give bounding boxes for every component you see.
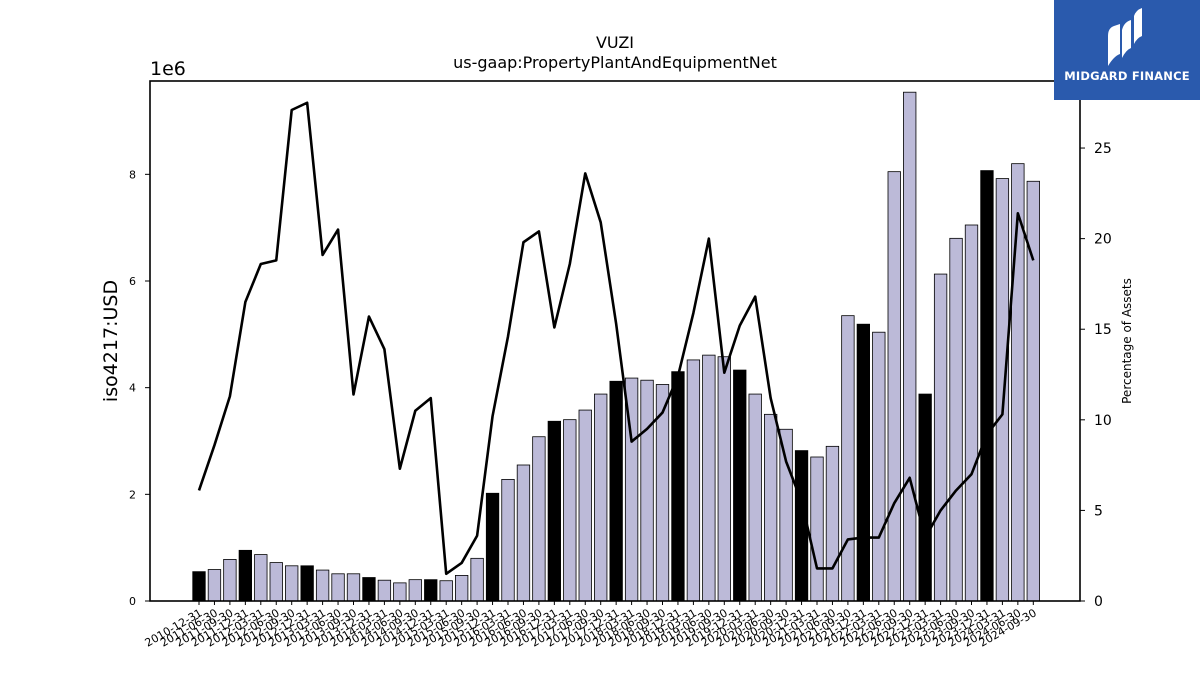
bar-2016-03-31	[501, 478, 515, 602]
y-tick-label: 6	[129, 275, 136, 288]
bar-2012-03-31	[254, 554, 268, 602]
bar-2023-12-31	[980, 170, 994, 602]
y-tick-label: 0	[129, 595, 136, 608]
bar-2014-09-30	[408, 579, 422, 602]
bar-2012-09-30	[285, 565, 299, 602]
bar-2015-03-31	[439, 580, 453, 602]
bar-2011-09-30	[223, 559, 237, 602]
y-tick-label: 2	[129, 488, 136, 501]
y2-tick-label: 15	[1094, 322, 1112, 338]
bar-2012-12-31	[300, 565, 314, 602]
y2-tick-label: 0	[1094, 594, 1103, 610]
bar-2015-06-30	[454, 575, 469, 602]
bar-2017-03-31	[563, 419, 577, 602]
midgard-finance-logo: MIDGARD FINANCE	[1054, 0, 1200, 100]
bar-2010-12-31	[192, 571, 206, 602]
bar-series	[192, 91, 1040, 602]
bar-2024-03-31	[995, 178, 1010, 602]
plot-frame	[149, 80, 1081, 602]
bar-2014-12-31	[424, 579, 438, 602]
bar-2013-12-31	[362, 577, 376, 602]
bar-2021-06-30	[825, 445, 840, 602]
percentage-line-series	[197, 101, 1035, 576]
bar-2015-12-31	[485, 492, 500, 602]
bar-2017-09-30	[594, 393, 608, 602]
bar-2016-12-31	[547, 420, 561, 602]
bar-2020-03-31	[748, 393, 762, 602]
bar-2011-12-31	[238, 549, 253, 602]
bar-2017-06-30	[578, 409, 592, 602]
y2-tick-label: 5	[1094, 503, 1103, 519]
y2-tick-label: 10	[1094, 413, 1112, 429]
bar-2020-09-30	[779, 428, 793, 602]
bar-2013-06-30	[331, 573, 345, 602]
bar-2023-06-30	[949, 237, 963, 602]
bar-2014-06-30	[393, 582, 407, 602]
bar-2012-06-30	[269, 562, 283, 602]
y2-tick-label: 20	[1094, 232, 1112, 248]
bar-2019-03-31	[686, 359, 701, 602]
y-axis-offset-label: 1e6	[150, 58, 186, 80]
bar-2023-03-31	[933, 273, 948, 602]
bar-2021-03-31	[810, 456, 824, 602]
bar-2019-09-30	[717, 356, 731, 602]
y-tick-label: 4	[129, 382, 136, 395]
bar-2018-12-31	[671, 371, 685, 602]
bar-2023-09-30	[964, 224, 979, 602]
bar-2021-12-31	[856, 323, 870, 602]
y-axis-label: iso4217:USD	[100, 280, 122, 402]
bar-2013-09-30	[346, 573, 361, 602]
midgard-logo-icon	[1108, 8, 1142, 66]
chart-title: VUZI	[596, 33, 634, 52]
bar-2016-09-30	[532, 436, 546, 602]
bar-2017-12-31	[609, 380, 623, 602]
y2-tick-label: 25	[1094, 141, 1112, 157]
bar-2013-03-31	[315, 569, 330, 602]
y2-axis-label: Percentage of Assets	[1120, 278, 1134, 404]
bar-2016-06-30	[516, 464, 531, 602]
bar-2021-09-30	[841, 315, 855, 602]
bar-2015-09-30	[470, 557, 484, 602]
bar-2014-03-31	[377, 579, 392, 602]
y-tick-label: 8	[129, 168, 136, 181]
bar-2019-06-30	[702, 354, 716, 602]
bar-2011-06-30	[207, 569, 222, 602]
bar-2022-03-31	[872, 331, 886, 602]
bar-2018-06-30	[640, 379, 654, 602]
logo-text: MIDGARD FINANCE	[1064, 69, 1190, 83]
bar-2022-12-31	[918, 393, 932, 602]
percentage-line	[197, 101, 1035, 576]
bar-2022-09-30	[903, 91, 917, 602]
bar-2019-12-31	[733, 369, 747, 602]
bar-2022-06-30	[887, 171, 901, 602]
bar-2020-06-30	[764, 413, 778, 602]
chart-subtitle: us-gaap:PropertyPlantAndEquipmentNet	[453, 53, 777, 72]
